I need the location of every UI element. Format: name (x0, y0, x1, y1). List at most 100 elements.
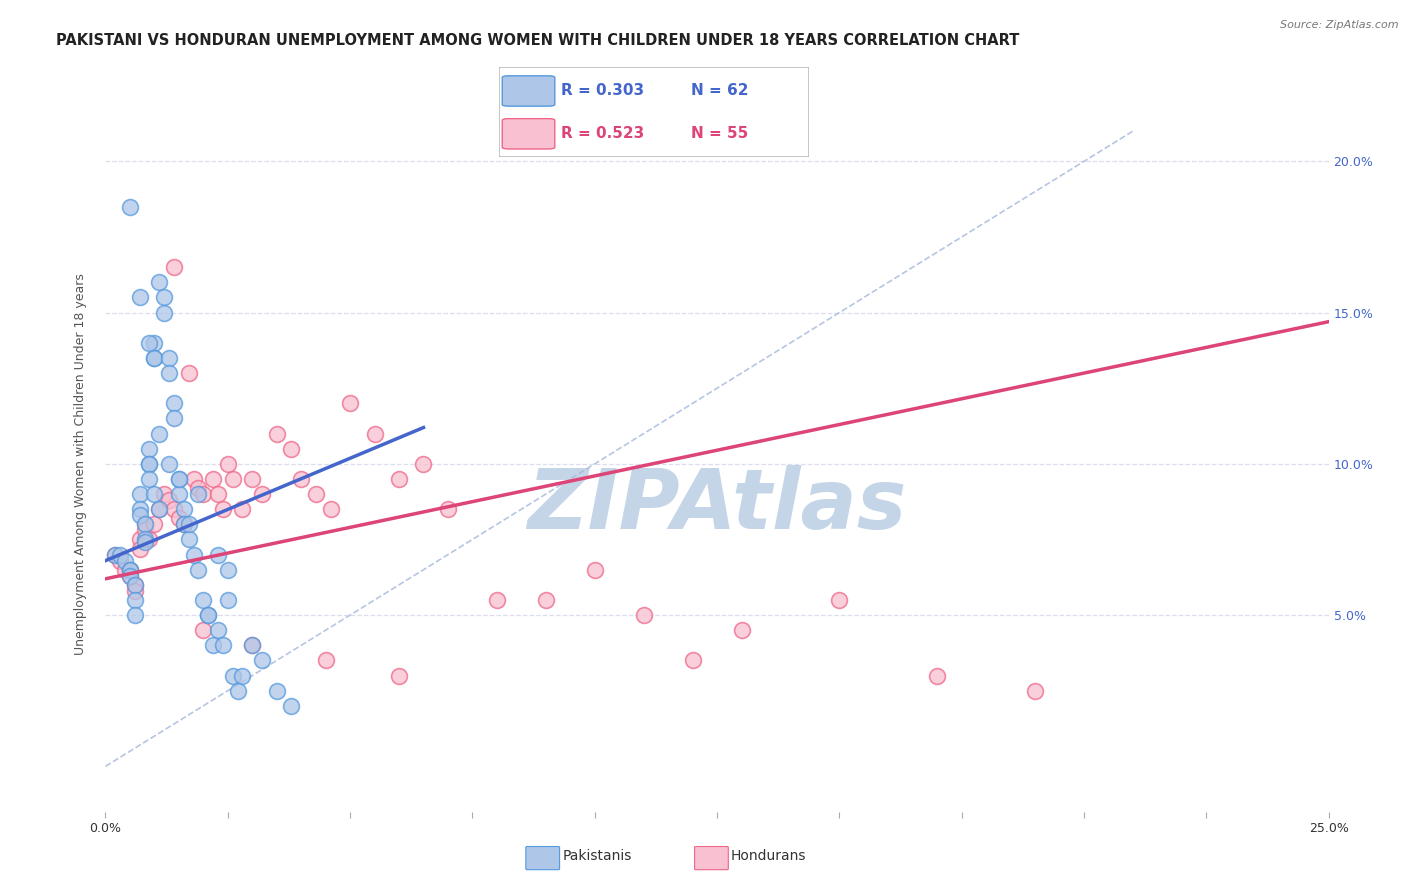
Point (207, 624, 229, 638)
Point (217, 563, 239, 577)
Point (143, 335, 166, 350)
Point (128, 502, 150, 516)
FancyBboxPatch shape (502, 119, 555, 149)
Point (153, 290, 176, 304)
Point (143, 517, 166, 532)
Point (167, 511, 190, 525)
Point (266, 426, 288, 441)
Point (231, 668, 253, 682)
Point (212, 502, 235, 516)
Point (217, 457, 239, 471)
Point (240, 638, 263, 652)
Point (173, 517, 195, 532)
Point (197, 608, 219, 623)
Point (134, 535, 156, 549)
Point (134, 517, 156, 532)
Point (828, 593, 851, 607)
Point (138, 472, 160, 486)
Point (202, 472, 225, 486)
Point (124, 583, 146, 598)
Point (134, 533, 156, 547)
Point (388, 668, 411, 682)
Text: R = 0.303: R = 0.303 (561, 84, 644, 98)
Point (163, 411, 186, 425)
Point (197, 608, 219, 623)
Point (388, 472, 411, 486)
Point (124, 593, 146, 607)
Point (138, 335, 160, 350)
Point (266, 683, 288, 698)
Point (193, 593, 215, 607)
Point (153, 305, 176, 319)
Point (280, 442, 302, 456)
Point (163, 396, 186, 410)
Point (177, 517, 200, 532)
Point (290, 472, 312, 486)
Point (187, 487, 209, 501)
Point (250, 487, 273, 501)
Point (124, 578, 146, 592)
Point (128, 541, 150, 556)
Point (730, 624, 752, 638)
FancyBboxPatch shape (502, 76, 555, 106)
Point (202, 638, 225, 652)
Point (187, 563, 209, 577)
Point (157, 351, 180, 365)
Point (437, 502, 460, 516)
Point (315, 653, 337, 667)
Point (177, 533, 200, 547)
Point (534, 593, 557, 607)
Point (240, 638, 263, 652)
Point (138, 442, 160, 456)
Point (226, 683, 249, 698)
Point (167, 487, 190, 501)
Point (143, 487, 166, 501)
Point (148, 502, 170, 516)
Point (363, 426, 385, 441)
Text: N = 55: N = 55 (690, 127, 748, 141)
Point (183, 548, 205, 562)
Point (280, 698, 302, 713)
Point (138, 457, 160, 471)
Point (138, 533, 160, 547)
Point (212, 638, 235, 652)
Point (134, 524, 156, 538)
Point (167, 472, 190, 486)
Point (153, 487, 176, 501)
Point (173, 517, 195, 532)
Point (128, 533, 150, 547)
Point (118, 563, 141, 577)
Point (207, 548, 229, 562)
Point (1024, 683, 1046, 698)
Text: Hondurans: Hondurans (731, 849, 807, 863)
Point (485, 593, 508, 607)
Point (114, 563, 136, 577)
Point (583, 563, 606, 577)
Point (207, 487, 229, 501)
Point (124, 608, 146, 623)
Text: Source: ZipAtlas.com: Source: ZipAtlas.com (1281, 20, 1399, 29)
Point (305, 487, 328, 501)
Point (128, 508, 150, 523)
Point (138, 457, 160, 471)
Point (114, 554, 136, 568)
Point (240, 472, 263, 486)
Point (124, 578, 146, 592)
Point (187, 481, 209, 495)
Point (104, 548, 127, 562)
Text: N = 62: N = 62 (690, 84, 748, 98)
Point (118, 563, 141, 577)
Text: R = 0.523: R = 0.523 (561, 127, 644, 141)
Point (148, 276, 170, 290)
Point (157, 493, 180, 508)
Point (118, 563, 141, 577)
Point (134, 517, 156, 532)
Point (157, 457, 180, 471)
Point (128, 487, 150, 501)
Point (128, 290, 150, 304)
Point (143, 351, 166, 365)
Point (118, 200, 141, 214)
Point (163, 260, 186, 275)
Point (250, 653, 273, 667)
Y-axis label: Unemployment Among Women with Children Under 18 years: Unemployment Among Women with Children U… (73, 273, 87, 655)
